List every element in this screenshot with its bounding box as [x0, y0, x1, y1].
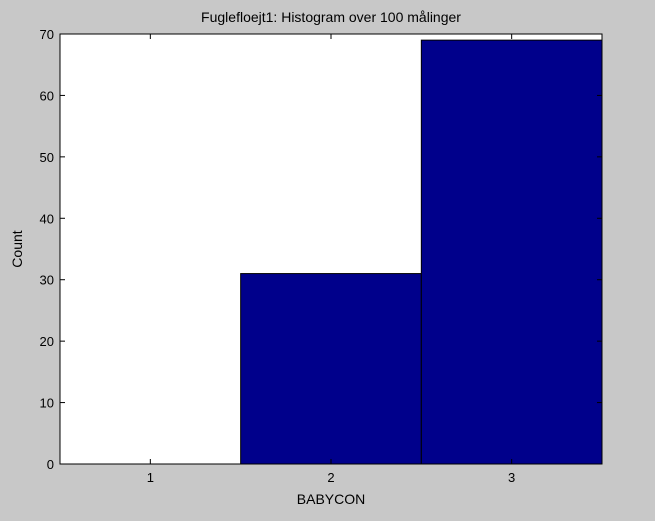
y-tick-label: 30 — [40, 273, 54, 288]
y-tick-label: 0 — [47, 457, 54, 472]
y-axis-label: Count — [9, 230, 25, 267]
histogram-bar-2 — [240, 273, 422, 465]
bars-layer — [240, 39, 603, 465]
ticks-layer: 0 10 20 30 40 50 60 70 1 2 3 — [40, 27, 602, 485]
x-tick-label: 3 — [508, 470, 515, 485]
x-tick-label: 2 — [327, 470, 334, 485]
y-tick-label: 20 — [40, 334, 54, 349]
histogram-bar-3 — [420, 39, 603, 465]
y-tick-label: 50 — [40, 150, 54, 165]
y-tick-label: 70 — [40, 27, 54, 42]
y-tick-label: 60 — [40, 88, 54, 103]
y-tick-label: 40 — [40, 211, 54, 226]
x-tick-label: 1 — [147, 470, 154, 485]
x-axis-label: BABYCON — [297, 491, 365, 507]
chart-title: Fuglefloejt1: Histogram over 100 målinge… — [201, 9, 461, 25]
y-tick-label: 10 — [40, 396, 54, 411]
